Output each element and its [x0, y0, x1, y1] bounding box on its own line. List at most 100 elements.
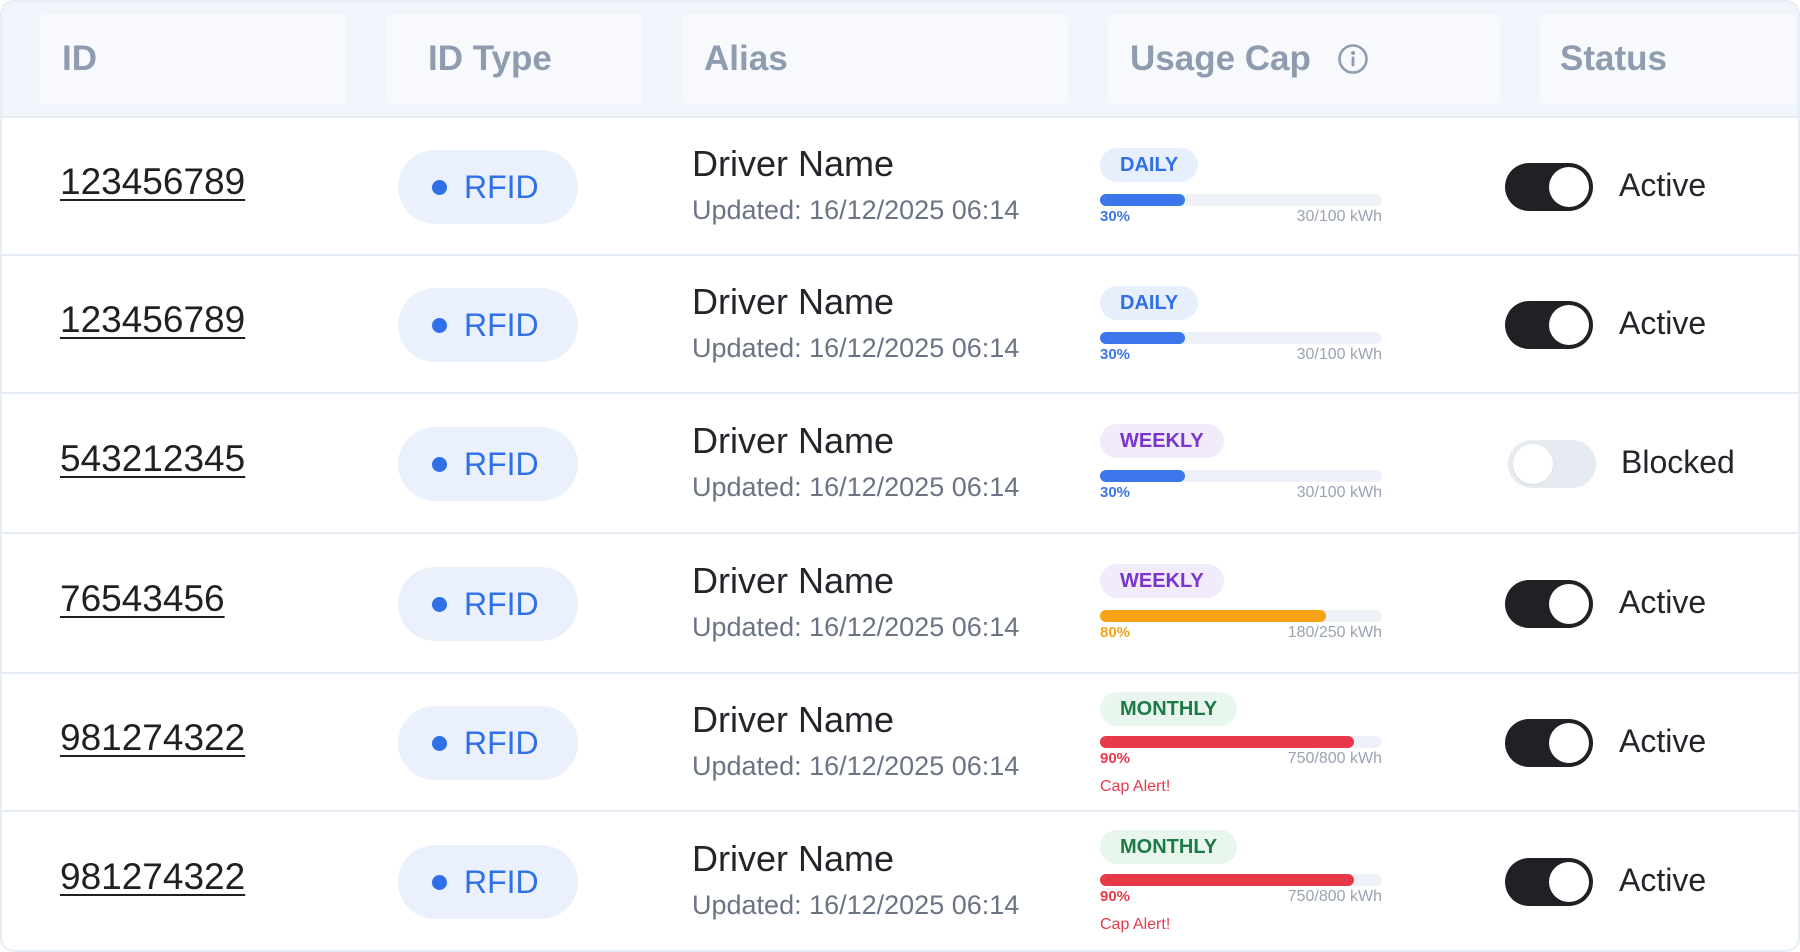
header-id-type-label: ID Type	[428, 39, 552, 78]
usage-progress-fill	[1100, 874, 1354, 886]
id-type-label: RFID	[464, 863, 539, 900]
rfid-dot-icon	[432, 317, 447, 333]
status-label: Active	[1619, 862, 1707, 898]
header-id[interactable]: ID	[40, 14, 346, 104]
rfid-dot-icon	[432, 456, 447, 472]
id-type-label: RFID	[464, 306, 539, 343]
usage-kwh: 30/100 kWh	[1296, 346, 1382, 363]
table-header: ID ID Type Alias Usage Cap Status	[2, 2, 1798, 116]
alias-name: Driver Name	[692, 420, 895, 461]
toggle-knob	[1549, 723, 1589, 763]
id-type-pill: RFID	[398, 288, 578, 362]
status-toggle[interactable]	[1505, 163, 1593, 211]
rfid-dot-icon	[432, 179, 447, 195]
usage-progress-bar	[1100, 470, 1382, 482]
usage-percent: 80%	[1100, 624, 1131, 641]
id-link[interactable]: 123456789	[60, 161, 246, 202]
table-row: 543212345 RFID Driver Name Updated: 16/12/2…	[2, 392, 1798, 534]
status-label: Blocked	[1621, 444, 1735, 480]
usage-progress-bar	[1100, 874, 1382, 886]
usage-progress-fill	[1100, 194, 1185, 206]
header-status-label: Status	[1560, 39, 1667, 78]
usage-kwh: 750/800 kWh	[1287, 750, 1382, 767]
table-row: 981274322 RFID Driver Name Updated: 16/12/2…	[2, 672, 1798, 812]
status-label: Active	[1619, 167, 1707, 203]
rfid-dot-icon	[432, 874, 447, 890]
status-toggle[interactable]	[1505, 719, 1593, 767]
header-usage-cap[interactable]: Usage Cap	[1108, 14, 1500, 104]
id-link[interactable]: 76543456	[60, 578, 225, 619]
usage-percent: 30%	[1100, 346, 1131, 363]
id-type-pill: RFID	[398, 427, 578, 501]
alias-updated: Updated: 16/12/2025 06:14	[692, 333, 1020, 363]
alias-name: Driver Name	[692, 143, 895, 184]
usage-progress-bar	[1100, 194, 1382, 206]
rfid-dot-icon	[432, 735, 447, 751]
header-alias[interactable]: Alias	[682, 14, 1068, 104]
status-toggle[interactable]	[1505, 301, 1593, 349]
cap-period-badge: MONTHLY	[1100, 830, 1238, 864]
alias-updated: Updated: 16/12/2025 06:14	[692, 472, 1020, 502]
id-link[interactable]: 543212345	[60, 438, 246, 479]
cap-period-badge: WEEKLY	[1100, 564, 1224, 598]
alias-name: Driver Name	[692, 281, 895, 322]
cap-alert-text: Cap Alert!	[1100, 778, 1171, 795]
table-row: 123456789 RFID Driver Name Updated: 16/12/2…	[2, 116, 1798, 256]
usage-percent: 90%	[1100, 888, 1131, 905]
usage-progress-fill	[1100, 470, 1185, 482]
usage-progress-fill	[1100, 736, 1354, 748]
usage-progress-bar	[1100, 332, 1382, 344]
id-type-pill: RFID	[398, 150, 578, 224]
usage-percent: 30%	[1100, 208, 1131, 225]
id-type-label: RFID	[464, 724, 539, 761]
usage-percent: 30%	[1100, 484, 1131, 501]
id-type-label: RFID	[464, 585, 539, 622]
usage-progress-fill	[1100, 332, 1185, 344]
header-status[interactable]: Status	[1540, 14, 1796, 104]
status-toggle[interactable]	[1505, 858, 1593, 906]
usage-progress-bar	[1100, 610, 1382, 622]
id-type-label: RFID	[464, 168, 539, 205]
usage-kwh: 180/250 kWh	[1287, 624, 1382, 641]
alias-name: Driver Name	[692, 838, 895, 879]
alias-name: Driver Name	[692, 560, 895, 601]
status-label: Active	[1619, 723, 1707, 759]
toggle-knob	[1513, 444, 1553, 484]
usage-kwh: 750/800 kWh	[1287, 888, 1382, 905]
usage-kwh: 30/100 kWh	[1296, 208, 1382, 225]
alias-updated: Updated: 16/12/2025 06:14	[692, 195, 1020, 225]
cap-period-badge: DAILY	[1100, 148, 1199, 182]
table-row: 76543456 RFID Driver Name Updated: 16/12/20…	[2, 532, 1798, 674]
status-toggle[interactable]	[1505, 580, 1593, 628]
id-type-pill: RFID	[398, 706, 578, 780]
alias-name: Driver Name	[692, 699, 895, 740]
usage-progress-bar	[1100, 736, 1382, 748]
status-toggle[interactable]	[1508, 440, 1596, 488]
header-usage-cap-label: Usage Cap	[1130, 39, 1311, 78]
table-row: 123456789 RFID Driver Name Updated: 16/12/2…	[2, 254, 1798, 394]
info-icon[interactable]	[1337, 43, 1369, 75]
rfid-dot-icon	[432, 596, 447, 612]
cap-period-badge: DAILY	[1100, 286, 1199, 320]
alias-updated: Updated: 16/12/2025 06:14	[692, 890, 1020, 920]
id-link[interactable]: 123456789	[60, 299, 246, 340]
id-link[interactable]: 981274322	[60, 856, 246, 897]
usage-percent: 90%	[1100, 750, 1131, 767]
cap-period-badge: MONTHLY	[1100, 692, 1238, 726]
status-label: Active	[1619, 305, 1707, 341]
table-row: 981274322 RFID Driver Name Updated: 16/12/2…	[2, 810, 1798, 950]
usage-kwh: 30/100 kWh	[1296, 484, 1382, 501]
id-type-pill: RFID	[398, 845, 578, 919]
cap-period-badge: WEEKLY	[1100, 424, 1224, 458]
alias-updated: Updated: 16/12/2025 06:14	[692, 612, 1020, 642]
cap-alert-text: Cap Alert!	[1100, 916, 1171, 933]
header-alias-label: Alias	[704, 39, 788, 78]
id-link[interactable]: 981274322	[60, 717, 246, 758]
header-id-type[interactable]: ID Type	[386, 14, 642, 104]
toggle-knob	[1549, 305, 1589, 345]
toggle-knob	[1549, 584, 1589, 624]
usage-progress-fill	[1100, 610, 1326, 622]
header-id-label: ID	[62, 39, 97, 78]
id-type-label: RFID	[464, 445, 539, 482]
